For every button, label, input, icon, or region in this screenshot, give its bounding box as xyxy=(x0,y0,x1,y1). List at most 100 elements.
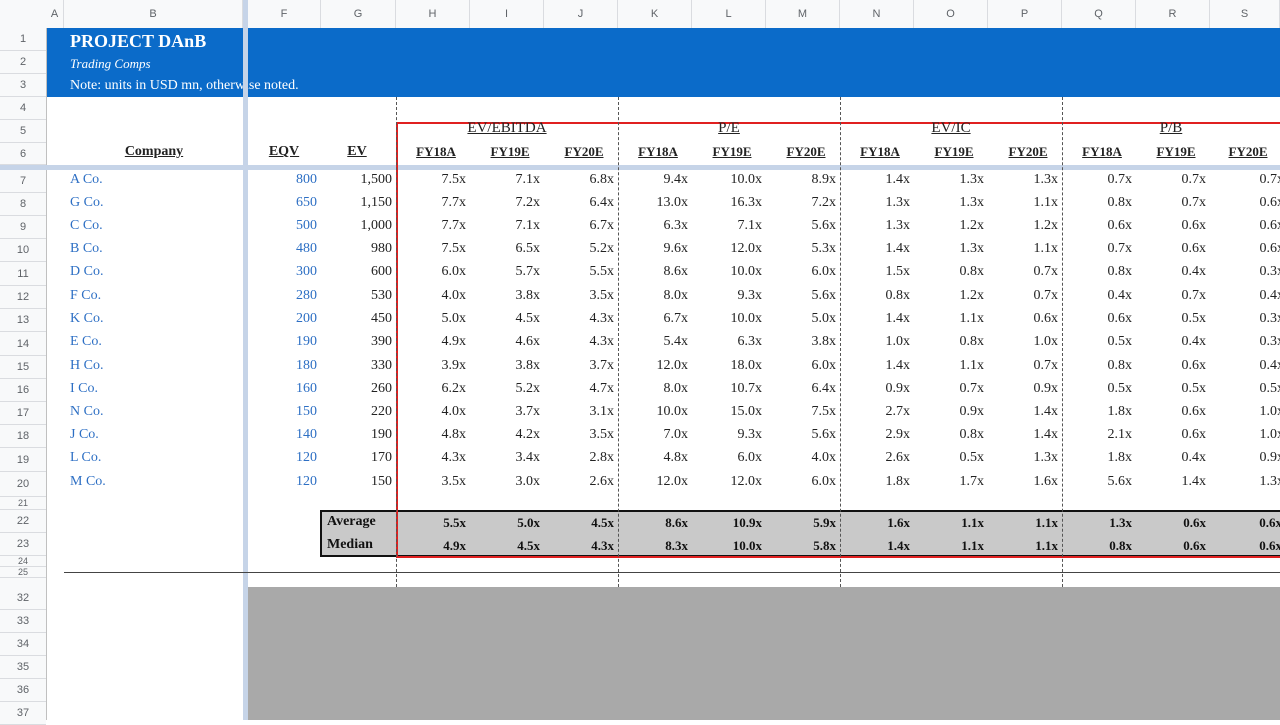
eqv-cell[interactable]: 280 xyxy=(296,288,317,303)
company-name[interactable]: H Co. xyxy=(70,358,104,373)
metric-group-header[interactable]: P/B xyxy=(1159,120,1183,136)
multiple-cell[interactable]: 3.9x xyxy=(441,358,467,373)
multiple-cell[interactable]: 0.5x xyxy=(1259,381,1280,396)
multiple-cell[interactable]: 1.4x xyxy=(1033,404,1059,419)
row-header-8[interactable]: 8 xyxy=(0,193,46,216)
multiple-cell[interactable]: 4.3x xyxy=(441,450,467,465)
row-header-25[interactable]: 25 xyxy=(0,567,46,578)
column-header-l[interactable]: L xyxy=(692,0,766,28)
multiple-cell[interactable]: 6.5x xyxy=(515,241,541,256)
row-header-6[interactable]: 6 xyxy=(0,143,46,165)
multiple-cell[interactable]: 1.6x xyxy=(1033,474,1059,489)
multiple-cell[interactable]: 3.4x xyxy=(515,450,541,465)
multiple-cell[interactable]: 12.0x xyxy=(656,474,689,489)
metric-group-header[interactable]: EV/IC xyxy=(931,120,971,136)
multiple-cell[interactable]: 0.7x xyxy=(1107,241,1133,256)
multiple-cell[interactable]: 1.0x xyxy=(1033,334,1059,349)
multiple-cell[interactable]: 5.6x xyxy=(811,288,837,303)
row-header-19[interactable]: 19 xyxy=(0,448,46,472)
row-header-37[interactable]: 37 xyxy=(0,702,46,725)
multiple-cell[interactable]: 6.0x xyxy=(811,264,837,279)
multiple-cell[interactable]: 5.3x xyxy=(811,241,837,256)
year-header[interactable]: FY18A xyxy=(416,144,456,159)
year-header[interactable]: FY20E xyxy=(564,144,604,159)
multiple-cell[interactable]: 4.0x xyxy=(441,288,467,303)
multiple-cell[interactable]: 2.7x xyxy=(885,404,911,419)
multiple-cell[interactable]: 4.3x xyxy=(589,334,615,349)
company-name[interactable]: J Co. xyxy=(70,427,99,442)
multiple-cell[interactable]: 4.3x xyxy=(589,311,615,326)
stat-label[interactable]: Median xyxy=(327,537,373,552)
multiple-cell[interactable]: 18.0x xyxy=(730,358,763,373)
multiple-cell[interactable]: 1.8x xyxy=(885,474,911,489)
column-header-j[interactable]: J xyxy=(544,0,618,28)
multiple-cell[interactable]: 0.7x xyxy=(1181,195,1207,210)
multiple-cell[interactable]: 7.0x xyxy=(663,427,689,442)
multiple-cell[interactable]: 1.4x xyxy=(1033,427,1059,442)
column-header-h[interactable]: H xyxy=(396,0,470,28)
multiple-cell[interactable]: 1.1x xyxy=(959,358,985,373)
multiple-cell[interactable]: 1.2x xyxy=(959,218,985,233)
year-header[interactable]: FY18A xyxy=(1082,144,1122,159)
multiple-cell[interactable]: 0.4x xyxy=(1259,358,1280,373)
multiple-cell[interactable]: 0.6x xyxy=(1181,358,1207,373)
multiple-cell[interactable]: 13.0x xyxy=(656,195,689,210)
multiple-cell[interactable]: 8.0x xyxy=(663,288,689,303)
eqv-cell[interactable]: 120 xyxy=(296,450,317,465)
multiple-cell[interactable]: 6.4x xyxy=(589,195,615,210)
multiple-cell[interactable]: 5.0x xyxy=(441,311,467,326)
multiple-cell[interactable]: 0.3x xyxy=(1259,334,1280,349)
multiple-cell[interactable]: 7.1x xyxy=(515,172,541,187)
multiple-cell[interactable]: 1.3x xyxy=(1033,450,1059,465)
eqv-cell[interactable]: 160 xyxy=(296,381,317,396)
multiple-cell[interactable]: 7.1x xyxy=(515,218,541,233)
multiple-cell[interactable]: 0.8x xyxy=(1107,195,1133,210)
multiple-cell[interactable]: 7.5x xyxy=(811,404,837,419)
multiple-cell[interactable]: 0.8x xyxy=(885,288,911,303)
company-name[interactable]: C Co. xyxy=(70,218,103,233)
metric-group-header[interactable]: P/E xyxy=(718,120,740,136)
multiple-cell[interactable]: 10.0x xyxy=(730,264,763,279)
multiple-cell[interactable]: 0.7x xyxy=(1181,288,1207,303)
multiple-cell[interactable]: 5.2x xyxy=(589,241,615,256)
column-header-f[interactable]: F xyxy=(248,0,321,28)
multiple-cell[interactable]: 0.6x xyxy=(1107,218,1133,233)
multiple-cell[interactable]: 1.2x xyxy=(959,288,985,303)
eqv-header[interactable]: EQV xyxy=(268,144,300,159)
row-header-36[interactable]: 36 xyxy=(0,679,46,702)
multiple-cell[interactable]: 1.8x xyxy=(1107,404,1133,419)
project-title[interactable]: PROJECT DAnB xyxy=(70,31,207,51)
year-header[interactable]: FY20E xyxy=(1228,144,1268,159)
multiple-cell[interactable]: 1.1x xyxy=(959,311,985,326)
multiple-cell[interactable]: 4.5x xyxy=(515,311,541,326)
multiple-cell[interactable]: 1.4x xyxy=(885,172,911,187)
column-header-b[interactable]: B xyxy=(64,0,243,28)
multiple-cell[interactable]: 12.0x xyxy=(730,241,763,256)
multiple-cell[interactable]: 6.3x xyxy=(737,334,763,349)
multiple-cell[interactable]: 1.4x xyxy=(885,241,911,256)
eqv-cell[interactable]: 140 xyxy=(296,427,317,442)
multiple-cell[interactable]: 10.0x xyxy=(730,172,763,187)
year-header[interactable]: FY20E xyxy=(786,144,826,159)
multiple-cell[interactable]: 3.7x xyxy=(589,358,615,373)
multiple-cell[interactable]: 4.0x xyxy=(441,404,467,419)
multiple-cell[interactable]: 1.0x xyxy=(1259,427,1280,442)
multiple-cell[interactable]: 6.0x xyxy=(441,264,467,279)
stat-value[interactable]: 10.9x xyxy=(732,515,762,530)
multiple-cell[interactable]: 1.0x xyxy=(1259,404,1280,419)
multiple-cell[interactable]: 8.6x xyxy=(663,264,689,279)
column-header-q[interactable]: Q xyxy=(1062,0,1136,28)
multiple-cell[interactable]: 0.6x xyxy=(1181,404,1207,419)
company-name[interactable]: M Co. xyxy=(70,474,106,489)
stat-value[interactable]: 4.3x xyxy=(591,538,614,553)
stat-value[interactable]: 1.1x xyxy=(961,515,984,530)
multiple-cell[interactable]: 5.6x xyxy=(1107,474,1133,489)
multiple-cell[interactable]: 2.8x xyxy=(589,450,615,465)
multiple-cell[interactable]: 9.4x xyxy=(663,172,689,187)
multiple-cell[interactable]: 8.0x xyxy=(663,381,689,396)
stat-label[interactable]: Average xyxy=(327,514,376,529)
year-header[interactable]: FY19E xyxy=(934,144,974,159)
multiple-cell[interactable]: 0.8x xyxy=(959,264,985,279)
multiple-cell[interactable]: 3.0x xyxy=(515,474,541,489)
multiple-cell[interactable]: 9.3x xyxy=(737,427,763,442)
